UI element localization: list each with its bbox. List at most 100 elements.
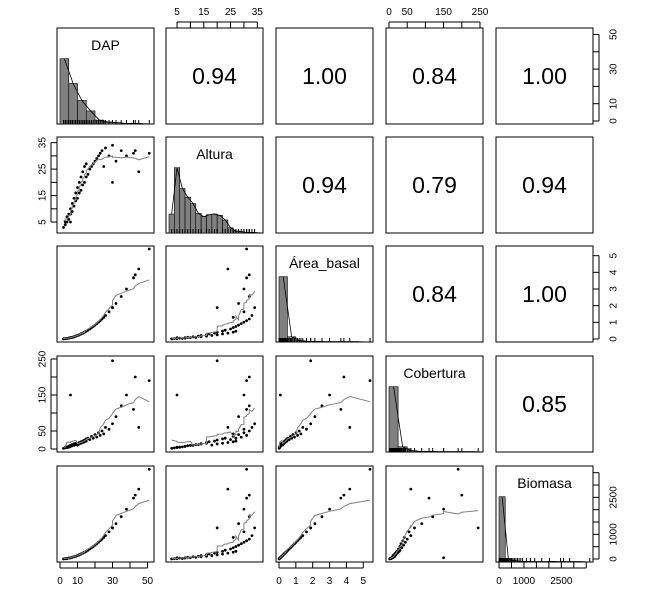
tick-label: 5 — [38, 219, 49, 225]
data-point — [250, 314, 254, 317]
data-point — [413, 526, 416, 530]
panel-1-4: 0.94 — [495, 136, 594, 234]
data-point — [237, 433, 240, 436]
data-point — [70, 202, 74, 205]
data-point — [95, 157, 99, 160]
data-point — [111, 143, 114, 147]
data-point — [234, 545, 238, 548]
data-point — [409, 534, 413, 538]
data-point — [63, 223, 67, 227]
tick-label: 5 — [609, 252, 620, 258]
panel-0-3: 0.84 — [385, 27, 484, 125]
data-point — [107, 310, 111, 314]
tick-label: 35 — [38, 137, 49, 149]
panel-4-4: Biomasa — [495, 465, 594, 563]
data-point — [189, 444, 192, 447]
data-point — [342, 375, 346, 379]
panel-1-2: 0.94 — [275, 136, 374, 234]
data-point — [247, 537, 251, 541]
data-point — [114, 302, 118, 305]
data-point — [368, 467, 372, 471]
tick-label: 0 — [609, 556, 620, 562]
data-point — [234, 325, 238, 328]
data-point — [119, 149, 123, 152]
data-point — [245, 433, 249, 437]
tick-label: 50 — [402, 7, 414, 18]
data-point — [237, 302, 240, 305]
correlation-value: 0.79 — [412, 172, 457, 198]
data-point — [215, 438, 219, 442]
correlation-value: 0.94 — [522, 172, 567, 198]
tick-label: 150 — [435, 7, 452, 18]
data-point — [172, 446, 176, 450]
panel-frame — [495, 465, 594, 563]
data-point — [234, 436, 238, 440]
tick-label: 50 — [38, 425, 49, 437]
data-point — [234, 439, 238, 443]
data-point — [245, 467, 249, 471]
histogram-bar — [278, 276, 288, 343]
tick-label: 35 — [252, 7, 264, 18]
tick-label: 25 — [225, 7, 237, 18]
panel-frame — [165, 465, 264, 563]
data-point — [210, 554, 214, 557]
panel-frame — [275, 245, 374, 343]
tick-label: 1000 — [609, 523, 620, 546]
axis-DAP: 0 10 30 50 — [57, 562, 153, 587]
data-point — [210, 334, 214, 337]
data-point — [237, 415, 240, 418]
smooth-line — [278, 396, 371, 448]
data-point — [147, 151, 151, 155]
data-point — [247, 375, 251, 379]
data-point — [100, 149, 104, 152]
data-point — [309, 526, 313, 530]
histogram-bar — [190, 203, 197, 234]
data-point — [100, 429, 104, 433]
data-point — [245, 319, 249, 323]
smooth-line — [278, 499, 371, 559]
data-point — [81, 170, 85, 174]
data-point — [250, 426, 254, 429]
correlation-value: 0.84 — [412, 281, 457, 307]
data-point — [313, 522, 317, 526]
panel-3-1 — [165, 355, 264, 453]
data-point — [215, 442, 219, 446]
data-point — [237, 323, 240, 327]
data-point — [301, 534, 305, 538]
panel-frame — [165, 27, 264, 125]
data-point — [74, 191, 78, 195]
variable-label: Cobertura — [403, 365, 465, 381]
data-point — [231, 440, 235, 444]
data-point — [231, 315, 235, 319]
data-point — [239, 542, 243, 546]
data-point — [407, 530, 411, 534]
data-point — [245, 539, 249, 543]
data-point — [114, 522, 118, 526]
panel-4-1 — [165, 465, 264, 563]
panel-frame — [56, 465, 155, 563]
panel-4-2 — [275, 465, 374, 563]
data-point — [348, 426, 352, 429]
data-point — [223, 328, 227, 332]
histogram-bar — [388, 386, 399, 453]
data-point — [114, 415, 118, 418]
tick-label: 2500 — [609, 486, 620, 509]
data-point — [328, 507, 331, 511]
data-point — [133, 493, 137, 497]
data-point — [456, 467, 460, 471]
data-point — [476, 526, 480, 530]
smooth-line — [171, 407, 256, 446]
tick-label: 0 — [38, 446, 49, 452]
data-point — [215, 306, 219, 310]
tick-label: 3 — [327, 576, 333, 587]
data-point — [111, 359, 114, 363]
data-point — [97, 154, 100, 158]
panel-1-3: 0.79 — [385, 136, 484, 234]
data-point — [215, 526, 219, 530]
data-point — [245, 496, 249, 500]
data-point — [125, 154, 128, 158]
data-point — [175, 446, 179, 449]
data-point — [83, 180, 86, 184]
data-point — [175, 393, 179, 397]
data-point — [226, 331, 230, 335]
